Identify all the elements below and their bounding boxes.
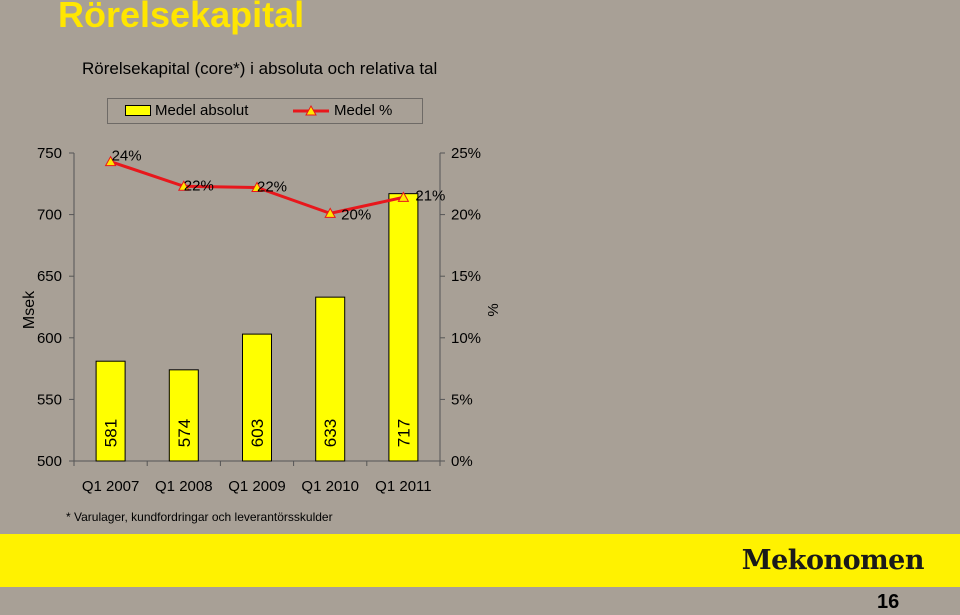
y-tick-label: 600	[37, 330, 62, 347]
bar-value-label: 581	[102, 419, 121, 447]
page-title: Rörelsekapital	[58, 0, 305, 35]
y2-tick-label: 15%	[451, 268, 481, 285]
line-marker	[177, 180, 190, 191]
x-tick-label: Q1 2010	[301, 478, 359, 495]
legend-bar-swatch	[125, 105, 151, 116]
mekonomen-logo: Mekonomen	[741, 545, 925, 576]
legend-label-procent: Medel %	[334, 102, 393, 119]
line-value-label: 21%	[415, 187, 445, 204]
line-marker	[251, 181, 263, 192]
y2-tick-label: 25%	[451, 145, 481, 162]
y2-axis-title: %	[485, 303, 502, 316]
brand-band: Mekonomen	[0, 534, 960, 587]
y2-tick-label: 10%	[451, 330, 481, 347]
y-tick-label: 750	[37, 145, 62, 162]
page-number: 16	[877, 591, 900, 613]
bar-value-label: 603	[248, 419, 267, 447]
x-tick-label: Q1 2007	[82, 478, 140, 495]
bar-value-label: 574	[175, 419, 194, 447]
line-value-label: 22%	[257, 178, 287, 195]
legend-label-absolut: Medel absolut	[155, 102, 249, 119]
x-tick-label: Q1 2008	[155, 478, 213, 495]
y-tick-label: 700	[37, 207, 62, 224]
line-marker	[397, 191, 410, 202]
bar	[95, 360, 126, 462]
line-value-label: 20%	[341, 206, 371, 223]
bar-value-label: 633	[321, 419, 340, 447]
bar	[242, 333, 272, 462]
y-axis-title: Msek	[21, 290, 38, 329]
y-tick-label: 550	[37, 391, 62, 408]
y2-tick-label: 20%	[451, 207, 481, 224]
bar	[315, 296, 346, 462]
legend-line-swatch	[293, 104, 329, 116]
line-marker	[104, 155, 117, 167]
chart-title: Rörelsekapital (core*) i absoluta och re…	[82, 59, 438, 78]
y-tick-label: 500	[37, 453, 62, 470]
bar	[388, 193, 419, 462]
x-tick-label: Q1 2011	[375, 478, 431, 495]
y2-tick-label: 0%	[451, 453, 473, 470]
y2-tick-label: 5%	[451, 391, 473, 408]
bar-value-label: 717	[394, 419, 413, 447]
line-value-label: 24%	[112, 148, 142, 165]
chart-plot: 500 550 600 650 700 750 0% 5% 10% 15% 20% 25% Q1 200…	[21, 145, 502, 495]
y-tick-label: 650	[37, 268, 62, 285]
bar	[168, 369, 199, 462]
footnote: * Varulager, kundfordringar och leverant…	[66, 510, 333, 524]
line-value-label: 22%	[184, 177, 214, 194]
x-tick-label: Q1 2009	[228, 478, 286, 495]
line-marker	[324, 207, 337, 218]
chart-legend: Medel absolut Medel %	[107, 98, 423, 124]
